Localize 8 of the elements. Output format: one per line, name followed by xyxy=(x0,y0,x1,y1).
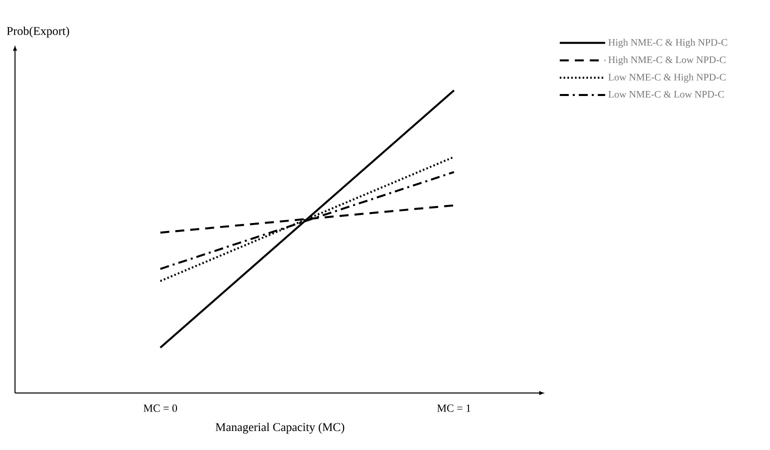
legend-label: High NME-C & Low NPD-C xyxy=(608,56,726,66)
legend-label: High NME-C & High NPD-C xyxy=(608,38,728,48)
y-axis-title: Prob(Export) xyxy=(6,26,70,38)
x-axis-title: Managerial Capacity (MC) xyxy=(216,422,344,434)
legend-label: Low NME-C & Low NPD-C xyxy=(608,90,724,98)
legend-label: Low NME-C & High NPD-C xyxy=(608,74,726,83)
x-tick-label: MC = 0 xyxy=(144,404,178,412)
x-tick-label: MC = 1 xyxy=(437,404,470,412)
